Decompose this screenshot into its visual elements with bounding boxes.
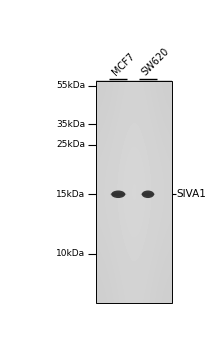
Text: 55kDa: 55kDa <box>56 81 85 90</box>
Text: 35kDa: 35kDa <box>56 120 85 129</box>
Text: MCF7: MCF7 <box>110 51 136 78</box>
Ellipse shape <box>141 193 155 196</box>
Text: 10kDa: 10kDa <box>56 249 85 258</box>
Text: 15kDa: 15kDa <box>56 190 85 199</box>
Text: SW620: SW620 <box>140 47 171 78</box>
Ellipse shape <box>142 190 154 198</box>
Text: 25kDa: 25kDa <box>56 140 85 149</box>
Ellipse shape <box>110 193 126 196</box>
Bar <box>96 81 172 303</box>
Text: SIVA1: SIVA1 <box>177 189 207 199</box>
Ellipse shape <box>111 190 125 198</box>
